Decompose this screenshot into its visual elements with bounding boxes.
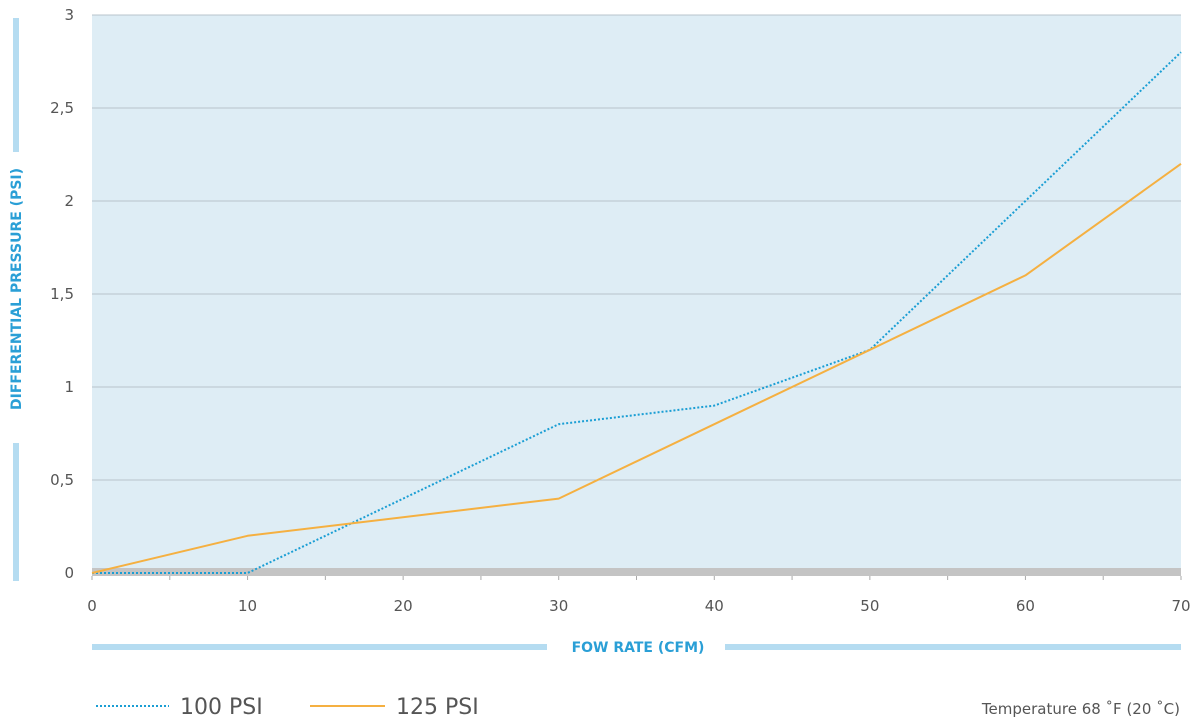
series-line-0	[92, 51, 1182, 574]
series-line-1	[91, 162, 1182, 574]
temperature-note: Temperature 68 ˚F (20 ˚C)	[981, 700, 1180, 718]
x-axis-bar-right	[725, 644, 1181, 650]
y-tick-label-5: 2,5	[50, 99, 74, 117]
y-tick-label-6: 3	[64, 6, 74, 24]
x-axis-bar-left	[92, 644, 547, 650]
y-tick-label-1: 0,5	[50, 471, 74, 489]
y-axis-bar-bottom	[13, 443, 19, 581]
legend: 100 PSI 125 PSI	[96, 695, 479, 720]
y-axis-title: DIFFERENTIAL PRESSURE (PSI)	[9, 168, 25, 410]
x-tick-label-2: 20	[394, 597, 413, 615]
x-tick-label-3: 30	[549, 597, 568, 615]
x-tick-label-6: 60	[1016, 597, 1035, 615]
y-tick-label-2: 1	[64, 378, 74, 396]
x-tick-labels: 0 10 20 30 40 50 60 70	[87, 597, 1190, 615]
x-tick-label-4: 40	[705, 597, 724, 615]
y-tick-label-4: 2	[64, 192, 74, 210]
y-tick-labels: 0 0,5 1 1,5 2 2,5 3	[50, 6, 74, 582]
y-tick-label-0: 0	[64, 564, 74, 582]
grid-lines	[92, 14, 1181, 481]
x-minor-ticks	[91, 576, 1182, 580]
x-tick-label-7: 70	[1171, 597, 1190, 615]
x-tick-label-5: 50	[860, 597, 879, 615]
legend-label-125-psi: 125 PSI	[396, 695, 479, 720]
y-axis-bar-top	[13, 18, 19, 152]
legend-label-100-psi: 100 PSI	[180, 695, 263, 720]
x-axis-baseline	[92, 568, 1181, 576]
y-tick-label-3: 1,5	[50, 285, 74, 303]
x-axis-title: FOW RATE (CFM)	[572, 640, 705, 656]
x-tick-label-0: 0	[87, 597, 97, 615]
x-tick-label-1: 10	[238, 597, 257, 615]
series-layer	[91, 51, 1182, 574]
